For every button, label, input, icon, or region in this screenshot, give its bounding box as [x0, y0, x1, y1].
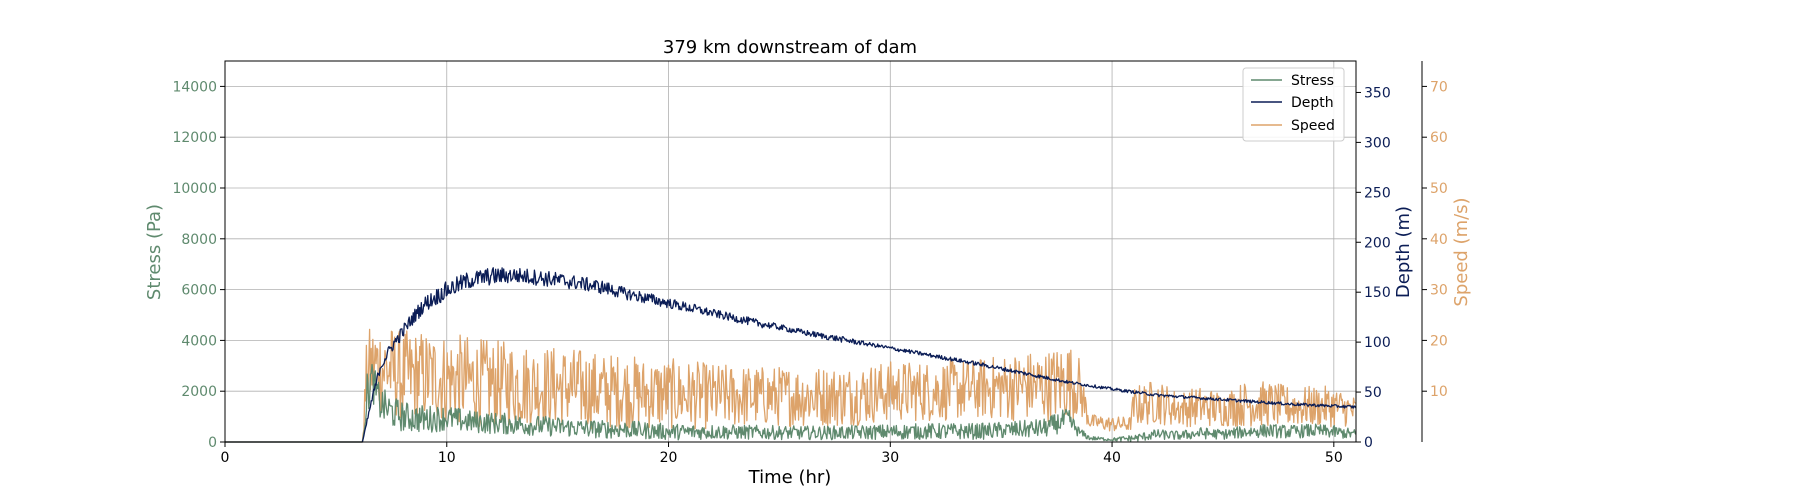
stress-tick-label: 12000 — [172, 130, 217, 146]
stress-tick-label: 2000 — [181, 384, 217, 400]
legend-box — [1242, 67, 1345, 142]
grid-layer — [224, 61, 1356, 443]
series-line-speed — [225, 328, 1357, 443]
x-tick-label: 20 — [660, 450, 678, 466]
speed-axis: 10 20 30 40 50 60 70 — [1421, 61, 1448, 442]
depth-tick-label: 100 — [1364, 335, 1391, 351]
plot-frame — [224, 60, 1357, 443]
depth-tick-label: 150 — [1364, 285, 1391, 301]
series-line-stress — [225, 363, 1357, 443]
stress-axis-title: Stress (Pa) — [144, 204, 165, 300]
x-tick-label: 30 — [881, 450, 899, 466]
x-tick-label: 0 — [221, 450, 230, 466]
depth-tick-label: 350 — [1364, 85, 1391, 101]
stress-tick-label: 0 — [208, 435, 217, 451]
series-line-depth — [225, 267, 1357, 443]
stress-tick-label: 6000 — [181, 283, 217, 299]
legend-label-depth: Depth — [1291, 95, 1334, 111]
legend-label-stress: Stress — [1291, 73, 1334, 89]
stress-tick-label: 4000 — [181, 333, 217, 349]
speed-tick-label: 20 — [1430, 333, 1448, 349]
legend-label-speed: Speed — [1291, 118, 1335, 134]
x-tick-label: 50 — [1325, 450, 1343, 466]
x-tick-label: 40 — [1103, 450, 1121, 466]
speed-tick-label: 50 — [1430, 181, 1448, 197]
depth-axis-title: Depth (m) — [1393, 206, 1414, 298]
stress-tick-label: 8000 — [181, 232, 217, 248]
series-layer — [225, 267, 1357, 443]
legend: Stress Depth Speed — [1242, 67, 1345, 142]
depth-tick-label: 200 — [1364, 235, 1391, 251]
stress-tick-label: 10000 — [172, 181, 217, 197]
speed-tick-label: 60 — [1430, 130, 1448, 146]
speed-tick-label: 70 — [1430, 79, 1448, 95]
speed-axis-title: Speed (m/s) — [1451, 197, 1472, 306]
depth-tick-label: 0 — [1364, 435, 1373, 451]
depth-axis: 0 50 100 150 200 250 300 350 — [1356, 85, 1391, 451]
speed-tick-label: 40 — [1430, 232, 1448, 248]
x-axis: 0 10 20 30 40 50 — [221, 442, 1343, 466]
stress-tick-label: 14000 — [172, 79, 217, 95]
depth-tick-label: 50 — [1364, 385, 1382, 401]
depth-tick-label: 250 — [1364, 185, 1391, 201]
depth-tick-label: 300 — [1364, 135, 1391, 151]
x-axis-title: Time (hr) — [748, 467, 832, 488]
chart-title: 379 km downstream of dam — [663, 37, 917, 58]
stress-axis: 0 2000 4000 6000 8000 10000 12000 14000 — [172, 79, 225, 451]
speed-tick-label: 30 — [1430, 283, 1448, 299]
x-tick-label: 10 — [438, 450, 456, 466]
speed-tick-label: 10 — [1430, 384, 1448, 400]
